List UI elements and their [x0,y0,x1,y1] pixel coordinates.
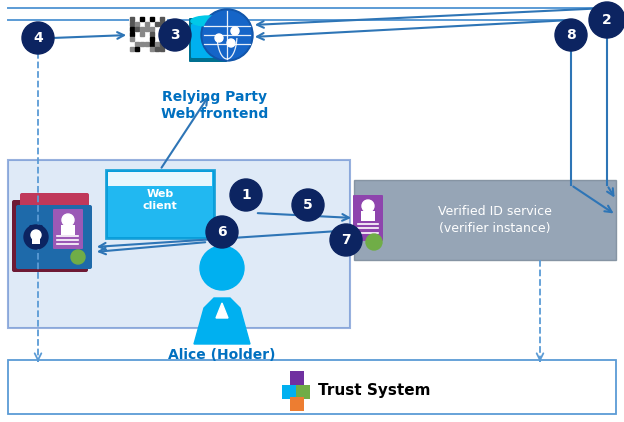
Circle shape [330,224,362,256]
Text: 2: 2 [602,13,612,27]
Bar [160,37,164,41]
Circle shape [227,39,235,47]
Bar [135,42,139,46]
Bar [150,42,154,46]
Polygon shape [194,298,250,344]
Bar [150,27,154,31]
FancyBboxPatch shape [8,360,616,414]
FancyBboxPatch shape [32,238,40,244]
Bar [130,37,134,41]
Bar [145,22,149,26]
FancyBboxPatch shape [191,24,225,58]
Bar [145,42,149,46]
Bar [160,42,164,46]
Bar [135,47,139,51]
Bar [140,27,144,31]
FancyBboxPatch shape [354,180,616,260]
Circle shape [24,225,48,249]
FancyBboxPatch shape [20,193,89,265]
FancyBboxPatch shape [16,205,92,269]
Bar [130,22,134,26]
Text: 1: 1 [241,188,251,202]
Bar [140,32,144,36]
Bar [130,17,134,21]
FancyBboxPatch shape [189,18,227,62]
Bar [130,27,134,31]
Circle shape [71,250,85,264]
Ellipse shape [191,16,225,26]
FancyBboxPatch shape [8,160,350,328]
Bar [155,47,159,51]
FancyBboxPatch shape [296,385,310,399]
Bar [150,47,154,51]
Circle shape [159,19,191,51]
Circle shape [203,11,251,59]
Bar [150,37,154,41]
Bar [155,22,159,26]
Circle shape [62,214,74,226]
Circle shape [231,27,239,35]
Bar [130,32,134,36]
Text: 5: 5 [303,198,313,212]
Circle shape [201,9,253,61]
Bar [145,27,149,31]
Bar [160,17,164,21]
FancyBboxPatch shape [290,397,304,411]
Text: 4: 4 [33,31,43,45]
Text: Trust System: Trust System [318,384,431,398]
Text: Relying Party
Web frontend: Relying Party Web frontend [162,90,268,121]
Circle shape [206,216,238,248]
Circle shape [22,22,54,54]
FancyBboxPatch shape [12,200,88,272]
Bar [150,17,154,21]
FancyBboxPatch shape [353,195,383,241]
Bar [130,47,134,51]
FancyBboxPatch shape [106,170,214,238]
FancyBboxPatch shape [361,211,375,221]
Bar [140,17,144,21]
Circle shape [215,34,223,42]
Text: 8: 8 [566,28,576,42]
FancyBboxPatch shape [282,385,296,399]
FancyBboxPatch shape [108,172,212,186]
FancyBboxPatch shape [290,371,304,385]
Circle shape [589,2,624,38]
Circle shape [362,200,374,212]
Bar [160,47,164,51]
Bar [155,42,159,46]
Bar [135,27,139,31]
FancyBboxPatch shape [129,16,167,54]
Circle shape [555,19,587,51]
Text: 6: 6 [217,225,227,239]
Bar [140,42,144,46]
Text: Verified ID service
(verifier instance): Verified ID service (verifier instance) [438,205,552,235]
Text: Web
client: Web client [143,189,177,211]
Bar [135,22,139,26]
Circle shape [31,230,41,240]
Bar [150,32,154,36]
Polygon shape [216,303,228,318]
Circle shape [230,179,262,211]
FancyBboxPatch shape [61,225,75,235]
Circle shape [366,234,382,250]
Text: 7: 7 [341,233,351,247]
Text: Alice (Holder): Alice (Holder) [168,348,276,362]
Bar [160,22,164,26]
Text: 3: 3 [170,28,180,42]
Circle shape [292,189,324,221]
Circle shape [200,246,244,290]
FancyBboxPatch shape [53,209,83,249]
